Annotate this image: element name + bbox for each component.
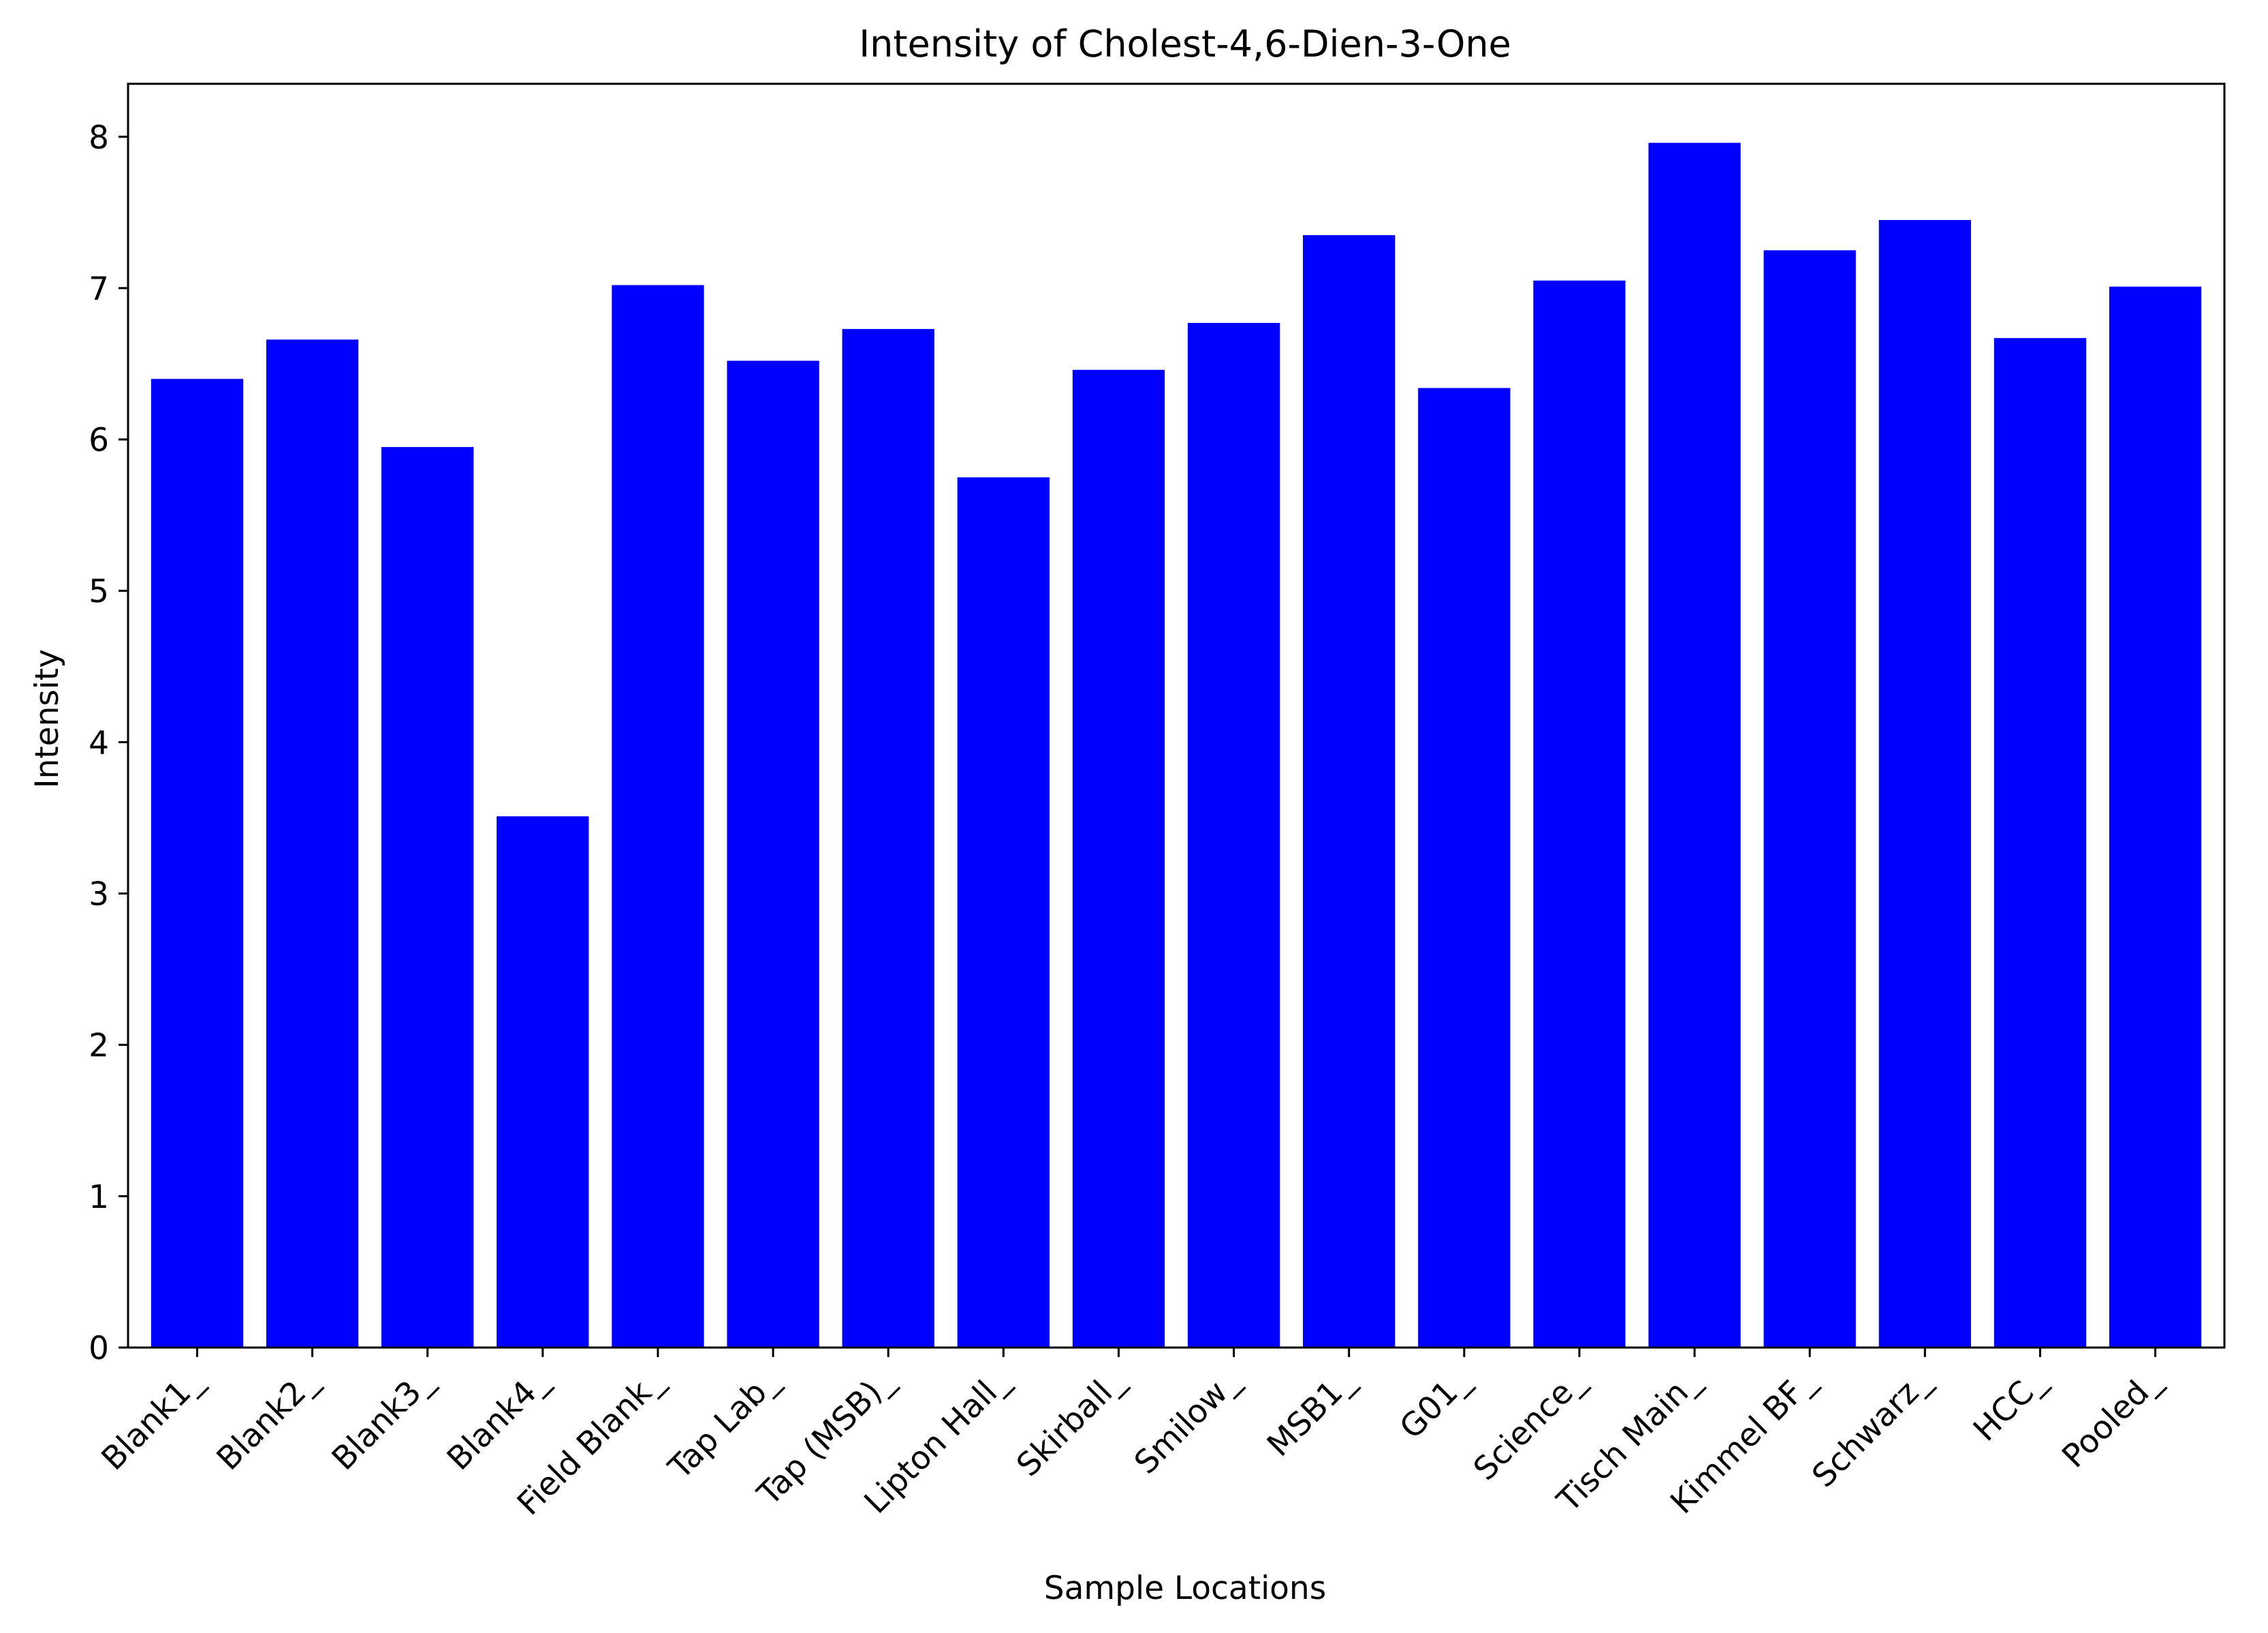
x-tick-label: HCC_ — [1966, 1362, 2053, 1448]
x-tick-label: Blank2_ — [210, 1362, 326, 1478]
bar-hcc — [1994, 338, 2087, 1348]
y-tick-label: 1 — [89, 1179, 109, 1216]
y-tick-label: 7 — [89, 270, 109, 308]
y-axis-label: Intensity — [29, 649, 66, 789]
x-tick-label: G01_ — [1393, 1362, 1477, 1446]
bar-skirball — [1072, 369, 1165, 1348]
x-axis-ticks: Blank1_ Blank2_ Blank3_ Blank4_Field Blank_… — [95, 1348, 2168, 1523]
x-tick-label: Skirball_ — [1009, 1362, 1131, 1484]
x-tick-label: Tap Lab_ — [661, 1362, 786, 1487]
bar-tap-msb — [842, 328, 934, 1348]
x-tick-label: Blank3_ — [325, 1362, 441, 1478]
bar-science — [1533, 280, 1626, 1348]
bar-tap-lab — [727, 360, 819, 1348]
y-axis-ticks: 0 1 2 3 4 5 6 7 8 — [89, 119, 128, 1367]
bar-g01 — [1418, 388, 1511, 1348]
plot-area-frame — [127, 82, 2226, 1349]
bar-blank1 — [151, 379, 244, 1348]
x-axis-label: Sample Locations — [1044, 1570, 1326, 1607]
x-tick-label: Schwarz_ — [1805, 1362, 1938, 1495]
x-tick-label: MSB1_ — [1260, 1362, 1362, 1464]
x-tick-label: Blank1_ — [95, 1362, 210, 1478]
y-tick-label: 4 — [89, 724, 109, 762]
bar-kimmel-bf — [1763, 250, 1856, 1348]
bar-field-blank — [612, 285, 704, 1348]
y-tick-label: 2 — [89, 1027, 109, 1065]
bar-blank4 — [497, 816, 589, 1348]
bar-smilow — [1187, 323, 1280, 1348]
bar-lipton-hall — [957, 477, 1050, 1348]
y-tick-label: 5 — [89, 573, 109, 610]
bar-pooled — [2109, 286, 2202, 1348]
y-tick-label: 8 — [89, 119, 109, 157]
x-tick-label: Blank4_ — [440, 1362, 556, 1478]
bars-group — [151, 142, 2202, 1348]
y-tick-label: 6 — [89, 422, 109, 459]
y-tick-label: 3 — [89, 876, 109, 914]
bar-blank2 — [266, 339, 359, 1348]
y-tick-label: 0 — [89, 1330, 109, 1367]
bar-msb1 — [1303, 235, 1396, 1348]
bar-tisch-main — [1648, 142, 1741, 1348]
chart-title: Intensity of Cholest-4,6-Dien-3-One — [859, 22, 1511, 65]
x-tick-label: Pooled_ — [2055, 1362, 2168, 1475]
bar-blank3 — [381, 447, 474, 1348]
bar-schwarz — [1878, 219, 1971, 1348]
x-tick-label: Smilow_ — [1127, 1362, 1246, 1481]
